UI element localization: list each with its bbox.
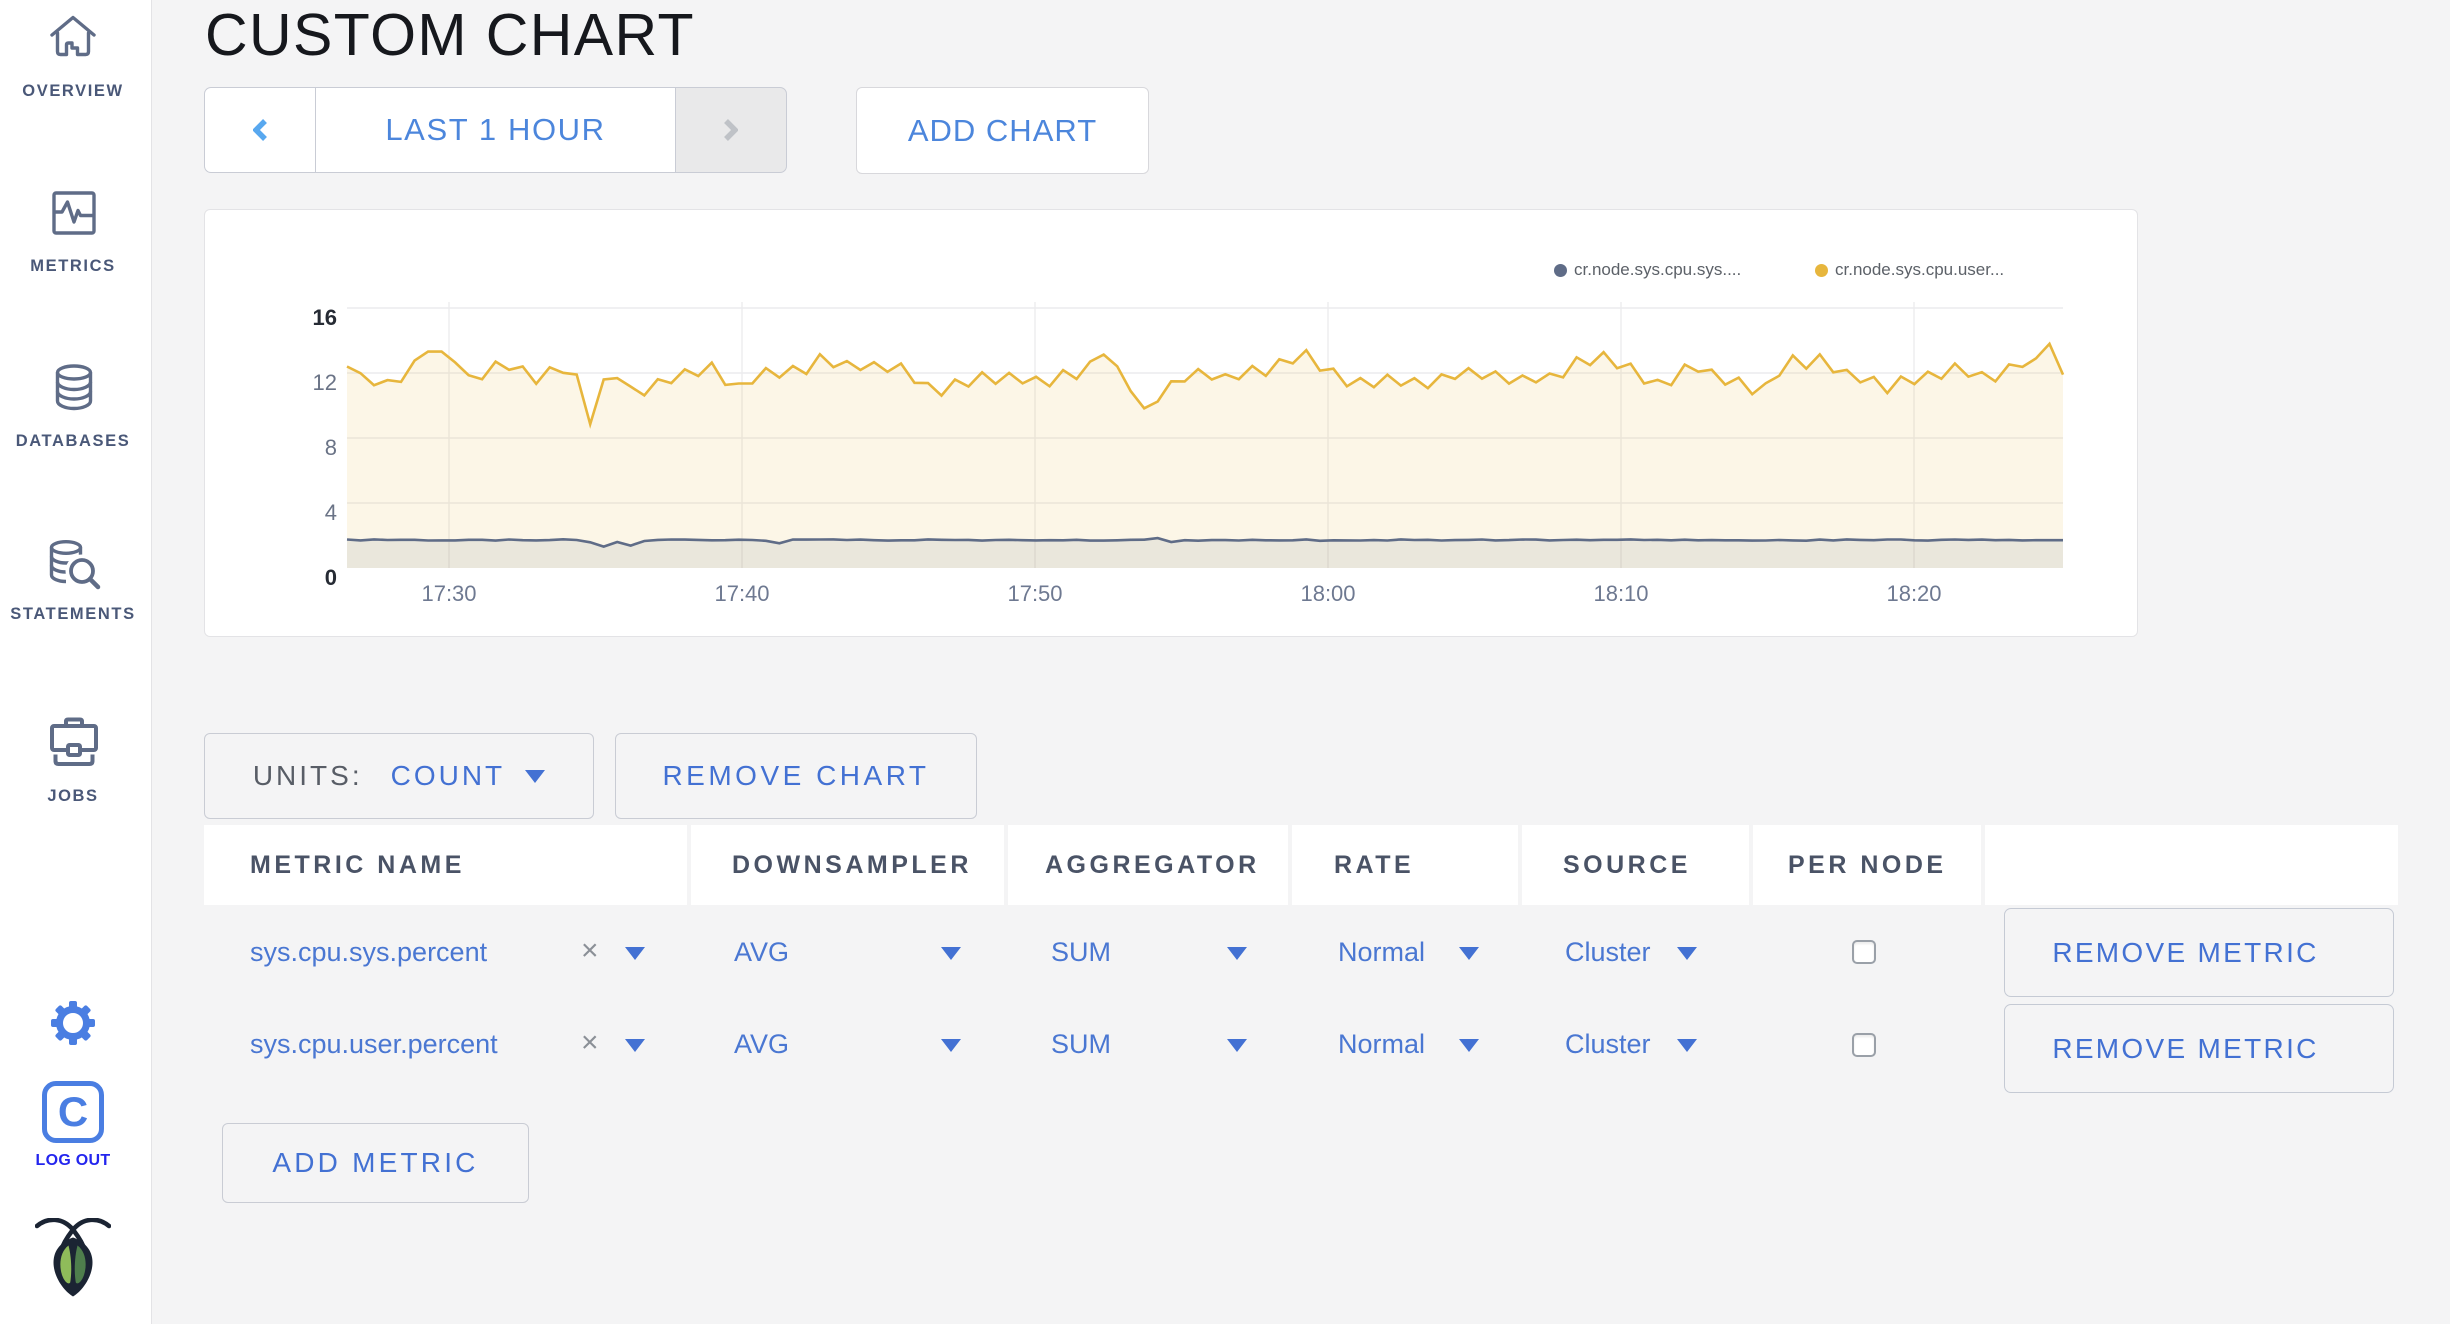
svg-text:8: 8 <box>325 435 337 460</box>
svg-text:17:40: 17:40 <box>714 581 769 606</box>
svg-text:17:50: 17:50 <box>1007 581 1062 606</box>
svg-text:12: 12 <box>313 370 337 395</box>
svg-text:0: 0 <box>325 565 337 590</box>
svg-text:17:30: 17:30 <box>421 581 476 606</box>
svg-text:18:00: 18:00 <box>1300 581 1355 606</box>
svg-text:18:20: 18:20 <box>1886 581 1941 606</box>
svg-text:4: 4 <box>325 500 337 525</box>
svg-text:18:10: 18:10 <box>1593 581 1648 606</box>
svg-text:16: 16 <box>313 305 337 330</box>
